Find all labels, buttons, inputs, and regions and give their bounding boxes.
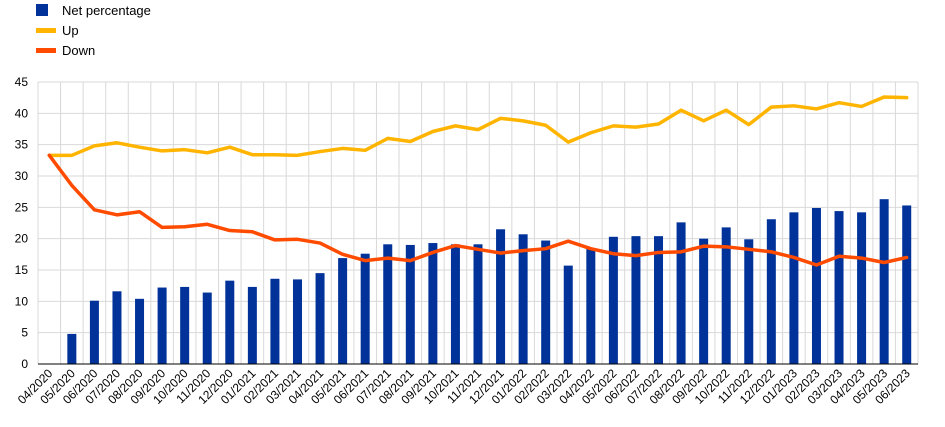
bar-net-percentage: [383, 244, 393, 364]
y-tick-label: 40: [15, 106, 29, 120]
y-tick-label: 45: [15, 75, 29, 89]
bar-net-percentage: [180, 286, 190, 364]
y-tick-label: 35: [15, 138, 29, 152]
bar-net-percentage: [654, 236, 664, 364]
legend-label-up: Up: [62, 22, 79, 38]
bar-net-percentage: [338, 258, 348, 364]
legend-swatch-up: [36, 27, 56, 33]
bar-net-percentage: [518, 234, 528, 364]
bar-net-percentage: [879, 199, 889, 364]
bar-net-percentage: [608, 236, 618, 364]
bar-net-percentage: [112, 291, 122, 364]
bar-net-percentage: [473, 244, 483, 364]
y-tick-label: 5: [21, 326, 28, 340]
bar-net-percentage: [676, 222, 686, 364]
bar-net-percentage: [225, 280, 235, 364]
y-tick-label: 15: [15, 263, 29, 277]
bar-net-percentage: [902, 205, 912, 364]
bar-net-percentage: [450, 244, 460, 364]
bar-net-percentage: [428, 243, 438, 364]
legend-swatch-down: [36, 47, 56, 53]
legend-label-net-percentage: Net percentage: [62, 2, 151, 18]
bar-net-percentage: [857, 212, 867, 364]
bar-net-percentage: [563, 265, 573, 364]
bar-net-percentage: [315, 273, 325, 364]
bar-net-percentage: [789, 212, 799, 364]
y-tick-label: 10: [15, 294, 29, 308]
bar-net-percentage: [586, 248, 596, 364]
legend-label-down: Down: [62, 42, 96, 58]
bar-net-percentage: [834, 211, 844, 364]
bar-net-percentage: [631, 236, 641, 364]
bar-net-percentage: [247, 286, 257, 364]
series-line-up: [47, 95, 909, 158]
bar-net-percentage: [766, 219, 776, 364]
bar-net-percentage: [89, 300, 99, 364]
bar-net-percentage: [360, 253, 370, 364]
bar-net-percentage: [496, 229, 506, 364]
legend-item-net-percentage: Net percentage: [36, 0, 151, 20]
bar-net-percentage: [405, 244, 415, 364]
legend-swatch-net-percentage: [36, 4, 48, 16]
bar-net-percentage: [811, 207, 821, 364]
bar-net-percentage: [292, 279, 302, 364]
legend-item-down: Down: [36, 40, 151, 60]
legend-item-up: Up: [36, 20, 151, 40]
legend: Net percentage Up Down: [36, 0, 151, 60]
bar-net-percentage: [67, 333, 77, 364]
y-tick-label: 20: [15, 232, 29, 246]
bar-net-percentage: [202, 292, 212, 364]
y-tick-label: 0: [21, 357, 28, 371]
bar-net-percentage: [135, 298, 145, 364]
bar-net-percentage: [270, 278, 280, 364]
y-tick-label: 25: [15, 200, 29, 214]
bar-net-percentage: [157, 287, 167, 364]
y-tick-label: 30: [15, 169, 29, 183]
series-line-down: [47, 153, 909, 267]
bar-net-percentage: [541, 240, 551, 364]
bar-net-percentage: [721, 227, 731, 364]
bar-net-percentage: [699, 238, 709, 364]
bar-net-percentage: [744, 239, 754, 364]
